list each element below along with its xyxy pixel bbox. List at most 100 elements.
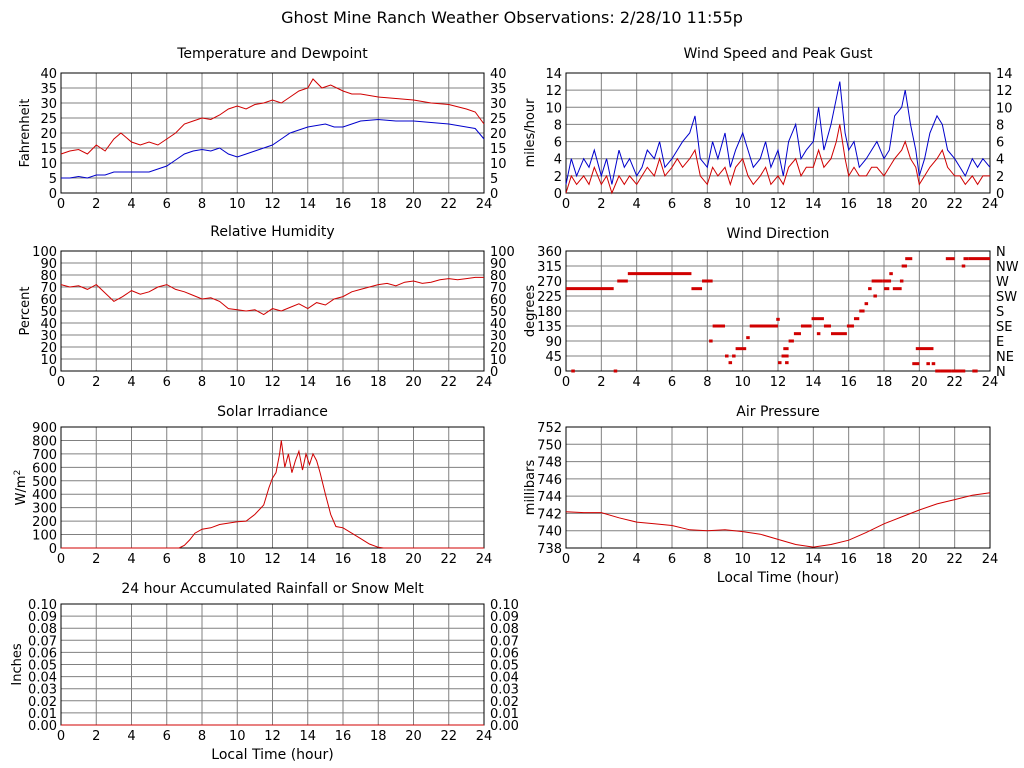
plot-frame — [565, 426, 991, 549]
y-tick-label: 500 — [32, 475, 57, 490]
x-tick-label: 8 — [198, 197, 206, 212]
chart-title: 24 hour Accumulated Rainfall or Snow Mel… — [121, 581, 424, 597]
y-axis-label: Percent — [18, 287, 33, 336]
y-tick-label: 45 — [545, 350, 562, 365]
y-tick-label-right: 80 — [490, 269, 507, 284]
y-tick-label-right: 0.05 — [490, 659, 519, 674]
x-tick-label: 0 — [57, 197, 65, 212]
x-tick-label: 0 — [57, 729, 65, 744]
x-tick-label: 8 — [703, 375, 711, 390]
y-tick-label: 8 — [554, 118, 562, 133]
y-tick-label: 90 — [545, 335, 562, 350]
y-tick-label-right: 40 — [490, 67, 507, 82]
y-tick-label-right: SE — [996, 320, 1012, 335]
y-tick-label: 200 — [32, 515, 57, 530]
x-axis-label: Local Time (hour) — [211, 747, 333, 763]
y-tick-label-right: 35 — [490, 82, 507, 97]
x-tick-label: 6 — [163, 729, 171, 744]
y-tick-label: 0 — [554, 187, 562, 202]
y-tick-label: 700 — [32, 448, 57, 463]
y-tick-label-right: 60 — [490, 293, 507, 308]
series-line-red — [60, 276, 484, 316]
x-tick-label: 12 — [264, 375, 281, 390]
y-tick-label-right: 15 — [490, 142, 507, 157]
x-tick-label: 16 — [840, 552, 857, 567]
y-tick-label: 5 — [49, 172, 57, 187]
y-tick-label-right: 0.06 — [490, 646, 519, 661]
y-tick-label-right: 0 — [490, 365, 498, 380]
y-tick-label: 900 — [32, 421, 57, 436]
x-tick-label: 10 — [229, 197, 246, 212]
y-tick-label-right: 40 — [490, 317, 507, 332]
x-tick-label: 20 — [911, 197, 928, 212]
x-tick-label: 2 — [92, 375, 100, 390]
x-tick-label: 22 — [440, 375, 457, 390]
x-tick-label: 2 — [597, 197, 605, 212]
y-tick-label: 744 — [537, 490, 562, 505]
y-tick-label-right: 6 — [996, 136, 1004, 151]
x-tick-label: 22 — [440, 552, 457, 567]
y-tick-label-right: SW — [996, 290, 1017, 305]
y-tick-label-right: 0.00 — [490, 719, 519, 734]
plot-frame — [565, 72, 991, 194]
y-tick-label-right: 0.09 — [490, 610, 519, 625]
x-tick-label: 20 — [405, 729, 422, 744]
y-tick-label-right: N — [996, 245, 1006, 260]
y-tick-label-right: 90 — [490, 257, 507, 272]
y-tick-label: 0.05 — [28, 659, 57, 674]
page-title: Ghost Mine Ranch Weather Observations: 2… — [281, 8, 743, 27]
x-tick-label: 8 — [703, 197, 711, 212]
y-axis-label: Inches — [10, 643, 25, 685]
y-tick-label: 738 — [537, 542, 562, 557]
y-tick-label: 315 — [537, 260, 562, 275]
y-tick-label: 600 — [32, 461, 57, 476]
y-tick-label-right: 0 — [996, 187, 1004, 202]
y-tick-label: 35 — [40, 82, 57, 97]
y-tick-label: 100 — [32, 529, 57, 544]
x-tick-label: 18 — [370, 729, 387, 744]
y-tick-label: 30 — [40, 97, 57, 112]
x-tick-label: 16 — [335, 729, 352, 744]
x-tick-label: 24 — [982, 375, 999, 390]
x-tick-label: 6 — [163, 197, 171, 212]
y-tick-label: 70 — [40, 281, 57, 296]
x-tick-label: 6 — [668, 197, 676, 212]
x-tick-label: 16 — [335, 375, 352, 390]
y-tick-label-right: 5 — [490, 172, 498, 187]
x-tick-label: 18 — [876, 375, 893, 390]
x-tick-label: 20 — [405, 197, 422, 212]
x-tick-label: 2 — [597, 552, 605, 567]
y-tick-label-right: 0.07 — [490, 634, 519, 649]
y-tick-label: 748 — [537, 456, 562, 471]
y-axis-label: Fahrenheit — [18, 99, 33, 168]
y-tick-label: 10 — [40, 353, 57, 368]
x-tick-label: 16 — [335, 197, 352, 212]
series-line-blue — [565, 81, 991, 185]
series-line-red — [60, 78, 485, 155]
x-tick-label: 20 — [405, 375, 422, 390]
y-tick-label: 0.00 — [28, 719, 57, 734]
y-tick-label: 400 — [32, 488, 57, 503]
y-tick-label: 0 — [49, 542, 57, 557]
x-tick-label: 16 — [840, 197, 857, 212]
x-tick-label: 12 — [770, 552, 787, 567]
y-tick-label: 20 — [40, 341, 57, 356]
x-tick-label: 6 — [668, 375, 676, 390]
x-tick-label: 2 — [92, 729, 100, 744]
y-tick-label: 740 — [537, 525, 562, 540]
x-tick-label: 24 — [476, 729, 493, 744]
x-tick-label: 2 — [597, 375, 605, 390]
y-tick-label-right: 10 — [996, 101, 1013, 116]
y-tick-label: 0.03 — [28, 683, 57, 698]
chart-title: Relative Humidity — [210, 224, 334, 240]
y-tick-label: 40 — [40, 317, 57, 332]
y-tick-label-right: 30 — [490, 329, 507, 344]
y-tick-label: 40 — [40, 67, 57, 82]
y-tick-label-right: N — [996, 365, 1006, 380]
y-tick-label: 750 — [537, 438, 562, 453]
x-tick-label: 18 — [370, 552, 387, 567]
plot-frame — [60, 72, 485, 194]
x-tick-label: 10 — [734, 197, 751, 212]
x-tick-label: 20 — [405, 552, 422, 567]
